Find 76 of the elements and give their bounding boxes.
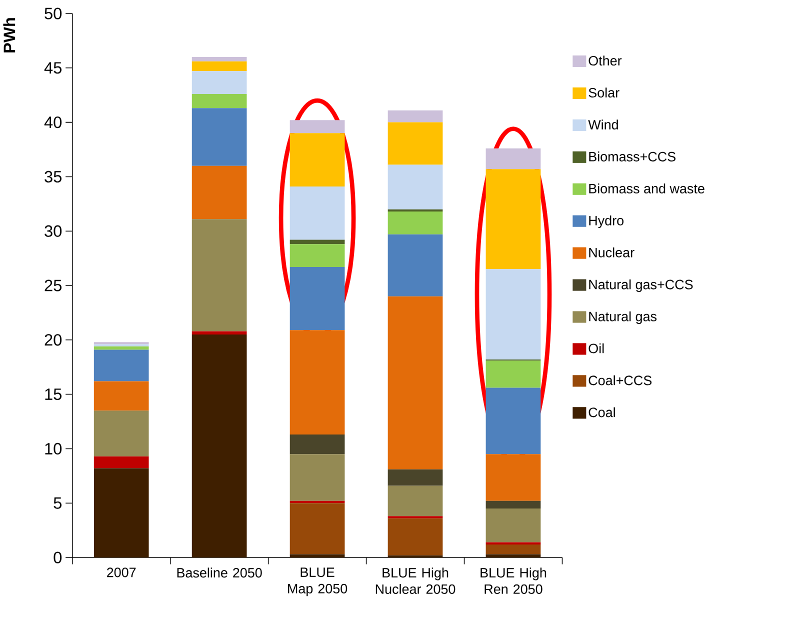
bar [192,334,247,558]
bar [290,186,345,240]
bar [192,108,247,166]
bar [94,456,149,468]
bar [290,554,345,558]
legend-label: Biomass+CCS [589,152,676,162]
bar [94,350,149,382]
bar [388,470,443,486]
bar [486,169,541,270]
y-tick-label: 5 [54,498,62,509]
bar [94,410,149,456]
y-axis-title: PWh [3,18,16,53]
bar [290,240,345,244]
bar [290,120,345,134]
bar [290,454,345,502]
bar [486,554,541,558]
x-tick-label: 2007 [107,568,136,578]
y-tick-label: 0 [54,552,62,564]
y-tick-label: 25 [44,280,62,292]
bar [388,486,443,516]
y-tick-label: 45 [44,62,62,74]
bar [486,508,541,542]
bar [486,388,541,454]
legend-label: Coal [588,407,615,418]
bar [388,516,443,519]
x-tick-label: BLUE Map 2050 [288,568,348,596]
y-tick-label: 30 [44,225,62,238]
bar [290,267,345,330]
bar [486,360,541,388]
bar [94,346,149,350]
legend-label: Natural gas [589,312,657,324]
bar [486,544,541,554]
x-tick-label: BLUE High Ren 2050 [480,568,546,594]
bar [388,122,443,165]
y-tick-label: 40 [44,116,62,128]
bar [192,62,247,72]
bar [192,71,247,94]
bar [94,344,149,347]
bar [192,94,247,108]
bar [486,454,541,502]
y-tick-label: 50 [44,8,62,20]
bar [94,468,149,558]
bar [388,212,443,235]
bar [290,434,345,454]
y-tick-label: 15 [45,388,62,400]
bar [388,110,443,122]
bar [388,164,443,210]
bar [290,503,345,554]
legend-label: Wind [588,120,618,130]
bar [192,166,247,220]
bar [192,57,247,62]
x-tick-label: BLUE High Nuclear 2050 [376,568,456,594]
legend-label: Solar [588,88,620,98]
legend-label: Other [588,56,622,66]
y-tick-label: 20 [44,334,62,346]
bar [388,234,443,297]
bar [486,148,541,170]
bar [486,269,541,360]
legend-label: Nuclear [589,248,634,258]
bar [388,296,443,470]
legend-label: Hydro [589,216,624,228]
bar [290,244,345,268]
bar [388,518,443,556]
bar [486,542,541,545]
y-tick-label: 10 [45,443,62,455]
y-tick-label: 35 [44,171,62,183]
bar [94,381,149,411]
bar [192,219,247,332]
x-tick-label: Baseline 2050 [177,568,262,578]
legend-label: Biomass and waste [589,184,704,194]
bar [192,331,247,335]
legend-label: Oil [588,344,604,354]
legend-label: Natural gas+CCS [589,280,693,292]
bar [486,501,541,509]
legend-label: Coal+CCS [588,376,652,386]
bar [290,133,345,187]
